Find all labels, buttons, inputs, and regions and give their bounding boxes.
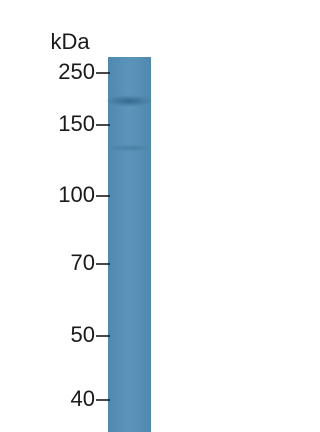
western-blot: kDa 250 150 100 70 50 40 (50, 29, 153, 432)
marker-label: 50 (71, 322, 95, 347)
marker-label: 100 (58, 182, 95, 207)
marker-label: 70 (71, 250, 95, 275)
lane (108, 57, 151, 432)
marker-label: 150 (58, 111, 95, 136)
unit-label: kDa (50, 29, 90, 54)
marker-label: 40 (71, 386, 95, 411)
band (105, 95, 153, 107)
marker-label: 250 (58, 59, 95, 84)
band (108, 144, 152, 152)
